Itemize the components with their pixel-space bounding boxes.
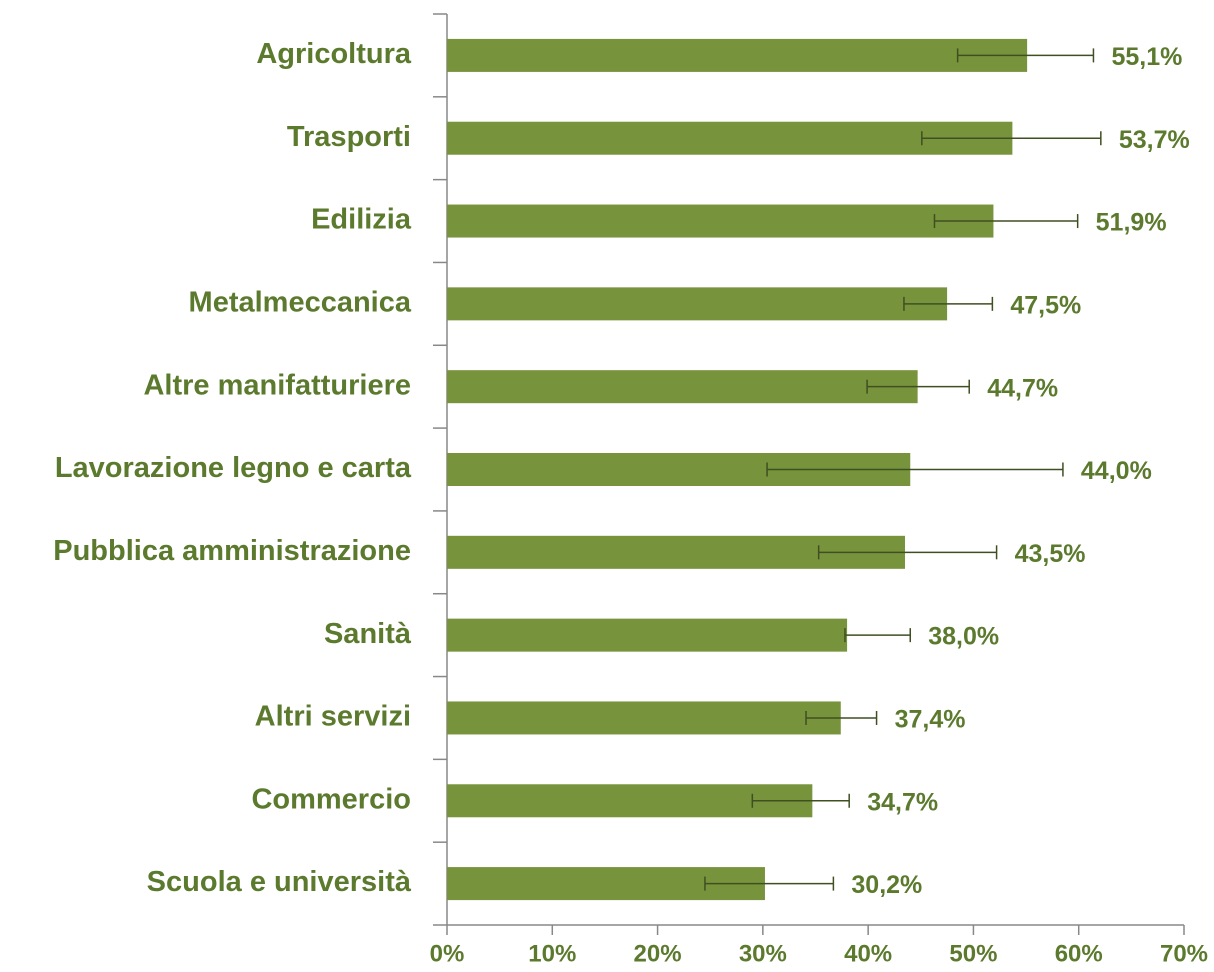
bar [447, 784, 813, 818]
y-tick-label: Trasporti [287, 121, 411, 153]
y-tick-label: Edilizia [311, 204, 412, 236]
bar [447, 121, 1013, 155]
bar [447, 38, 1028, 72]
y-tick-label: Metalmeccanica [189, 287, 412, 319]
value-label: 44,7% [987, 374, 1058, 402]
x-tick-label: 40% [844, 940, 892, 967]
value-label: 51,9% [1096, 209, 1167, 237]
y-tick-label: Commercio [251, 783, 411, 815]
x-tick-label: 60% [1055, 940, 1103, 967]
x-tick-label: 30% [739, 940, 787, 967]
y-tick-label: Agricoltura [256, 38, 412, 70]
value-label: 53,7% [1119, 126, 1190, 154]
value-label: 30,2% [851, 871, 922, 899]
bar [447, 618, 848, 652]
bar [447, 204, 994, 238]
value-label: 38,0% [928, 623, 999, 651]
y-tick-label: Pubblica amministrazione [53, 535, 411, 567]
x-tick-label: 20% [634, 940, 682, 967]
bar [447, 370, 918, 404]
y-tick-label: Lavorazione legno e carta [55, 452, 412, 484]
bar [447, 287, 948, 321]
y-tick-label: Sanità [324, 618, 412, 650]
value-label: 34,7% [867, 788, 938, 816]
value-label: 55,1% [1111, 43, 1182, 71]
value-label: 44,0% [1081, 457, 1152, 485]
value-label: 47,5% [1010, 291, 1081, 319]
bar [447, 701, 841, 735]
x-tick-label: 0% [430, 940, 465, 967]
x-tick-label: 50% [949, 940, 997, 967]
x-tick-label: 10% [528, 940, 576, 967]
y-tick-label: Altri servizi [255, 701, 411, 733]
value-label: 43,5% [1015, 540, 1086, 568]
value-label: 37,4% [895, 706, 966, 734]
y-tick-label: Altre manifatturiere [143, 369, 411, 401]
y-tick-label: Scuola e università [147, 866, 412, 898]
x-tick-label: 70% [1160, 940, 1208, 967]
